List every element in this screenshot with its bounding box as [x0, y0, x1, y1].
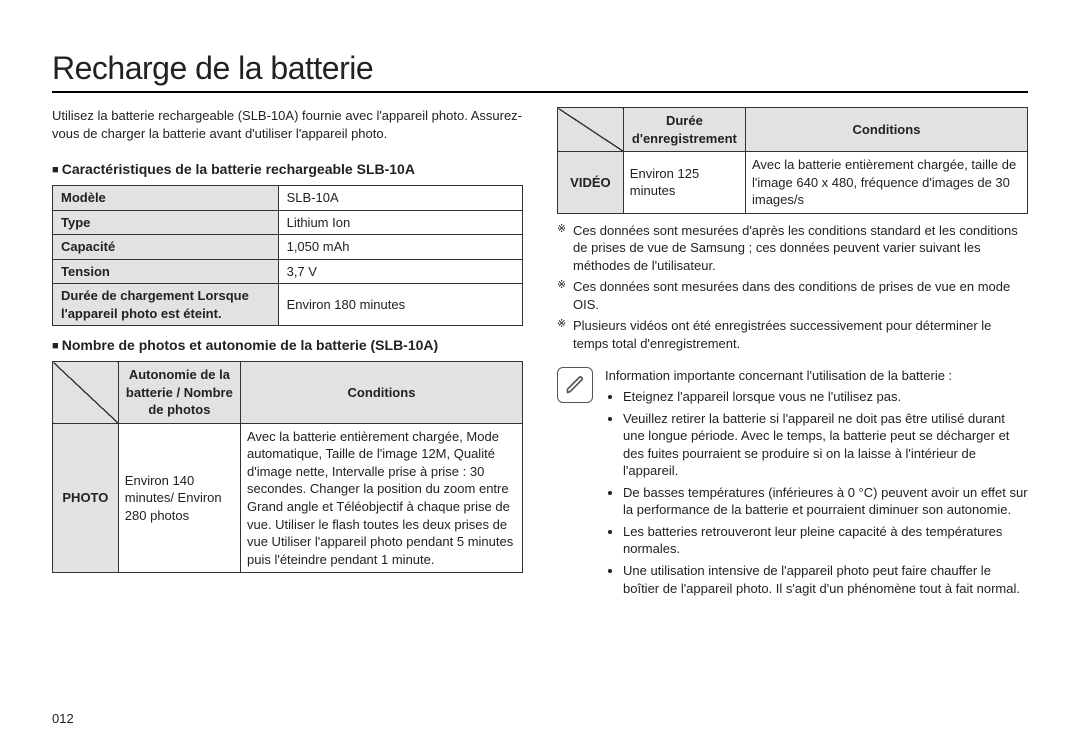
- col-header-autonomy: Autonomie de la batterie / Nombre de pho…: [118, 362, 240, 424]
- spec-label: Type: [53, 210, 279, 235]
- table-row: Durée d'enregistrement Conditions: [558, 108, 1028, 152]
- diag-header: [558, 108, 624, 152]
- footnote-list: Ces données sont mesurées d'après les co…: [557, 222, 1028, 353]
- row-header-video: VIDÉO: [558, 152, 624, 214]
- spec-value: SLB-10A: [278, 185, 522, 210]
- pencil-icon: [557, 367, 593, 403]
- spec-table: ModèleSLB-10A TypeLithium Ion Capacité1,…: [52, 185, 523, 326]
- table-row: Durée de chargement Lorsque l'appareil p…: [53, 284, 523, 326]
- col-header-conditions: Conditions: [240, 362, 522, 424]
- row-header-photo: PHOTO: [53, 423, 119, 572]
- video-duration: Environ 125 minutes: [623, 152, 745, 214]
- title-rule: [52, 91, 1028, 93]
- note-list: Eteignez l'appareil lorsque vous ne l'ut…: [605, 388, 1028, 597]
- table-row: Autonomie de la batterie / Nombre de pho…: [53, 362, 523, 424]
- footnote: Ces données sont mesurées dans des condi…: [557, 278, 1028, 313]
- video-table: Durée d'enregistrement Conditions VIDÉO …: [557, 107, 1028, 214]
- note-content: Information importante concernant l'util…: [605, 367, 1028, 602]
- table-row: PHOTO Environ 140 minutes/ Environ 280 p…: [53, 423, 523, 572]
- note-item: Veuillez retirer la batterie si l'appare…: [623, 410, 1028, 480]
- footnote: Plusieurs vidéos ont été enregistrées su…: [557, 317, 1028, 352]
- spec-value: Environ 180 minutes: [278, 284, 522, 326]
- photo-heading: Nombre de photos et autonomie de la batt…: [52, 336, 523, 355]
- column-right: Durée d'enregistrement Conditions VIDÉO …: [557, 107, 1028, 601]
- page-number: 012: [52, 711, 74, 726]
- table-row: VIDÉO Environ 125 minutes Avec la batter…: [558, 152, 1028, 214]
- spec-value: 3,7 V: [278, 259, 522, 284]
- note-item: Eteignez l'appareil lorsque vous ne l'ut…: [623, 388, 1028, 406]
- page-title: Recharge de la batterie: [52, 50, 1028, 87]
- note-item: Les batteries retrouveront leur pleine c…: [623, 523, 1028, 558]
- col-header-conditions: Conditions: [745, 108, 1027, 152]
- table-row: Tension3,7 V: [53, 259, 523, 284]
- photo-autonomy: Environ 140 minutes/ Environ 280 photos: [118, 423, 240, 572]
- spec-value: Lithium Ion: [278, 210, 522, 235]
- spec-value: 1,050 mAh: [278, 235, 522, 260]
- table-row: TypeLithium Ion: [53, 210, 523, 235]
- column-left: Utilisez la batterie rechargeable (SLB-1…: [52, 107, 523, 601]
- note-item: Une utilisation intensive de l'appareil …: [623, 562, 1028, 597]
- spec-label: Durée de chargement Lorsque l'appareil p…: [53, 284, 279, 326]
- col-header-duration: Durée d'enregistrement: [623, 108, 745, 152]
- spec-heading: Caractéristiques de la batterie recharge…: [52, 160, 523, 179]
- intro-text: Utilisez la batterie rechargeable (SLB-1…: [52, 107, 523, 142]
- spec-label: Capacité: [53, 235, 279, 260]
- spec-label: Modèle: [53, 185, 279, 210]
- note-item: De basses températures (inférieures à 0 …: [623, 484, 1028, 519]
- table-row: Capacité1,050 mAh: [53, 235, 523, 260]
- table-row: ModèleSLB-10A: [53, 185, 523, 210]
- diag-header: [53, 362, 119, 424]
- photo-table: Autonomie de la batterie / Nombre de pho…: [52, 361, 523, 573]
- photo-conditions: Avec la batterie entièrement chargée, Mo…: [240, 423, 522, 572]
- spec-label: Tension: [53, 259, 279, 284]
- footnote: Ces données sont mesurées d'après les co…: [557, 222, 1028, 275]
- note-box: Information importante concernant l'util…: [557, 367, 1028, 602]
- note-intro: Information importante concernant l'util…: [605, 367, 1028, 385]
- video-conditions: Avec la batterie entièrement chargée, ta…: [745, 152, 1027, 214]
